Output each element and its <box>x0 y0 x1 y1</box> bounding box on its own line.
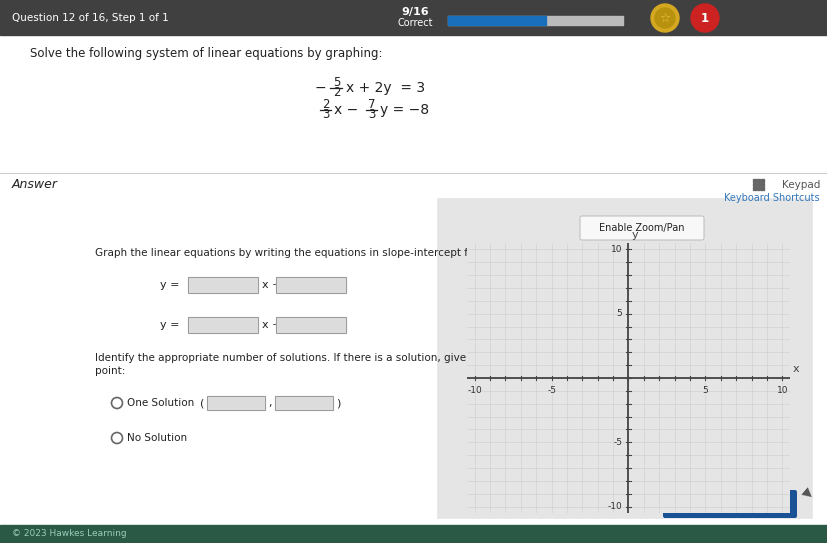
Text: point:: point: <box>95 366 125 376</box>
Text: Solve the following system of linear equations by graphing:: Solve the following system of linear equ… <box>30 47 382 60</box>
Text: Submit Answer: Submit Answer <box>682 499 777 509</box>
Text: 3: 3 <box>367 109 375 122</box>
Bar <box>275 277 346 293</box>
Text: 5: 5 <box>332 77 340 90</box>
Bar <box>0 525 827 543</box>
Bar <box>447 16 622 25</box>
Text: -10: -10 <box>466 386 481 395</box>
Text: y =: y = <box>160 280 179 290</box>
Text: 5: 5 <box>701 386 707 395</box>
Text: Keyboard Shortcuts: Keyboard Shortcuts <box>724 193 819 203</box>
Text: x: x <box>792 364 799 374</box>
Text: Question 12 of 16, Step 1 of 1: Question 12 of 16, Step 1 of 1 <box>12 13 169 23</box>
Text: Graph the linear equations by writing the equations in slope-intercept form:: Graph the linear equations by writing th… <box>95 248 492 258</box>
Text: Answer: Answer <box>12 179 58 192</box>
Bar <box>0 0 827 35</box>
Text: -5: -5 <box>613 438 622 447</box>
Text: 2: 2 <box>322 98 329 111</box>
Text: No Solution: No Solution <box>127 433 187 443</box>
Bar <box>188 277 258 293</box>
Bar <box>275 317 346 333</box>
Text: 5: 5 <box>616 309 622 318</box>
Bar <box>188 277 258 293</box>
Text: -10: -10 <box>607 502 622 511</box>
Circle shape <box>691 4 718 32</box>
Text: Keypad: Keypad <box>781 180 819 190</box>
Text: ): ) <box>336 398 340 408</box>
Text: Identify the appropriate number of solutions. If there is a solution, give the: Identify the appropriate number of solut… <box>95 353 486 363</box>
Text: 10: 10 <box>610 245 622 254</box>
Bar <box>188 317 258 333</box>
Text: 9/16: 9/16 <box>401 7 428 17</box>
Text: ,: , <box>268 398 271 408</box>
Text: 1: 1 <box>700 11 708 24</box>
Text: Enable Zoom/Pan: Enable Zoom/Pan <box>599 223 684 233</box>
Bar <box>752 179 755 182</box>
Circle shape <box>650 4 678 32</box>
Text: Correct: Correct <box>397 18 433 28</box>
Text: x +: x + <box>261 280 281 290</box>
Text: (: ( <box>200 398 204 408</box>
Text: 7: 7 <box>367 98 375 111</box>
Text: y: y <box>631 230 638 241</box>
Text: ▶: ▶ <box>799 485 815 501</box>
Bar <box>275 317 346 333</box>
Bar <box>207 396 265 410</box>
Text: © 2023 Hawkes Learning: © 2023 Hawkes Learning <box>12 529 127 539</box>
Bar <box>275 396 332 410</box>
Bar <box>188 317 258 333</box>
Text: ☆: ☆ <box>658 11 670 24</box>
Bar <box>756 183 759 186</box>
Text: 2: 2 <box>332 86 340 99</box>
FancyBboxPatch shape <box>579 216 703 240</box>
Bar <box>760 179 763 182</box>
Text: 10: 10 <box>776 386 787 395</box>
Text: x −: x − <box>333 103 358 117</box>
Text: x + 2y  = 3: x + 2y = 3 <box>346 81 424 95</box>
Bar <box>437 198 811 518</box>
Text: y =: y = <box>160 320 179 330</box>
Bar <box>447 16 545 25</box>
Bar <box>207 396 265 410</box>
Text: One Solution: One Solution <box>127 398 194 408</box>
Bar <box>760 183 763 186</box>
Bar <box>756 187 759 190</box>
FancyBboxPatch shape <box>662 490 796 518</box>
Circle shape <box>654 8 674 28</box>
Text: x +: x + <box>261 320 281 330</box>
Text: 3: 3 <box>322 109 329 122</box>
Bar <box>752 187 755 190</box>
Bar <box>760 187 763 190</box>
Bar <box>752 183 755 186</box>
Text: -5: -5 <box>547 386 556 395</box>
Text: −: − <box>314 81 326 95</box>
Bar <box>275 277 346 293</box>
Bar <box>275 396 332 410</box>
Text: y = −8: y = −8 <box>380 103 428 117</box>
Bar <box>756 179 759 182</box>
